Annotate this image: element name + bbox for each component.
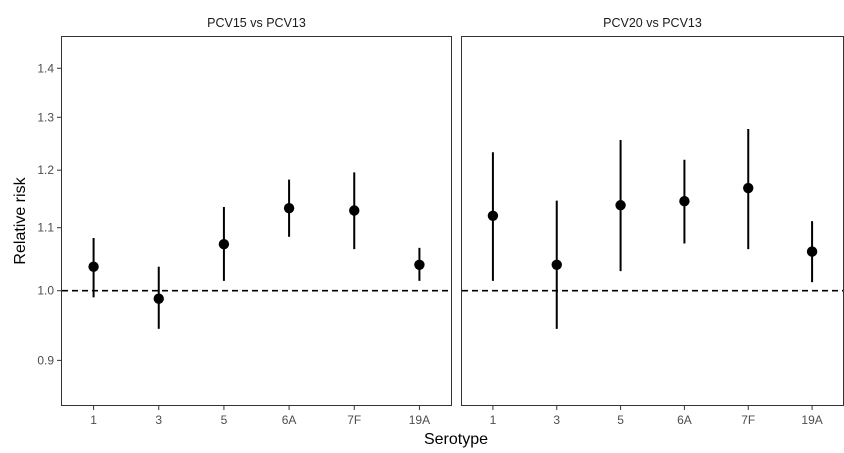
x-tick-label: 6A [282, 413, 297, 427]
point-estimate [414, 259, 425, 270]
panel-title: PCV20 vs PCV13 [603, 16, 702, 30]
panels-group: PCV15 vs PCV13 1 3 5 6A 7F 19A PCV20 vs PCV13 1 3… [61, 16, 844, 427]
point-estimate [88, 261, 99, 272]
x-tick-label: 7F [741, 413, 755, 427]
x-tick-label: 3 [553, 413, 560, 427]
point-estimate [349, 205, 360, 216]
point-estimate [679, 195, 690, 207]
panel-border [61, 36, 452, 406]
y-tick-label: 0.9 [37, 353, 54, 367]
y-axis-title: Relative risk [12, 176, 29, 264]
y-axis: 0.9 1.0 1.1 1.2 1.3 1.4 [37, 61, 61, 367]
point-estimate [743, 182, 754, 194]
panel-title: PCV15 vs PCV13 [207, 16, 306, 30]
panel-border [461, 36, 844, 406]
x-tick-label: 19A [801, 413, 822, 427]
panel-2: PCV20 vs PCV13 1 3 5 6A 7F 19A [461, 16, 844, 427]
x-tick-label: 19A [409, 413, 430, 427]
point-estimate [487, 210, 499, 221]
point-estimate [551, 259, 562, 270]
x-tick-label: 3 [155, 413, 162, 427]
point-estimate [615, 200, 626, 211]
x-tick-label: 5 [221, 413, 228, 427]
y-tick-label: 1.0 [37, 284, 54, 298]
x-axis-title: Serotype [424, 431, 488, 448]
y-tick-label: 1.4 [37, 61, 54, 75]
point-estimate [806, 246, 818, 257]
y-tick-label: 1.1 [37, 221, 54, 235]
y-tick-label: 1.3 [37, 110, 54, 124]
x-tick-label: 1 [490, 413, 497, 427]
x-tick-label: 5 [617, 413, 624, 427]
point-estimate [153, 293, 164, 304]
panel-1: PCV15 vs PCV13 1 3 5 6A 7F 19A [61, 16, 452, 427]
x-tick-label: 1 [90, 413, 97, 427]
x-tick-label: 6A [677, 413, 692, 427]
point-estimate [218, 238, 230, 250]
point-estimate [283, 202, 295, 214]
y-tick-label: 1.2 [37, 163, 54, 177]
x-tick-label: 7F [347, 413, 361, 427]
